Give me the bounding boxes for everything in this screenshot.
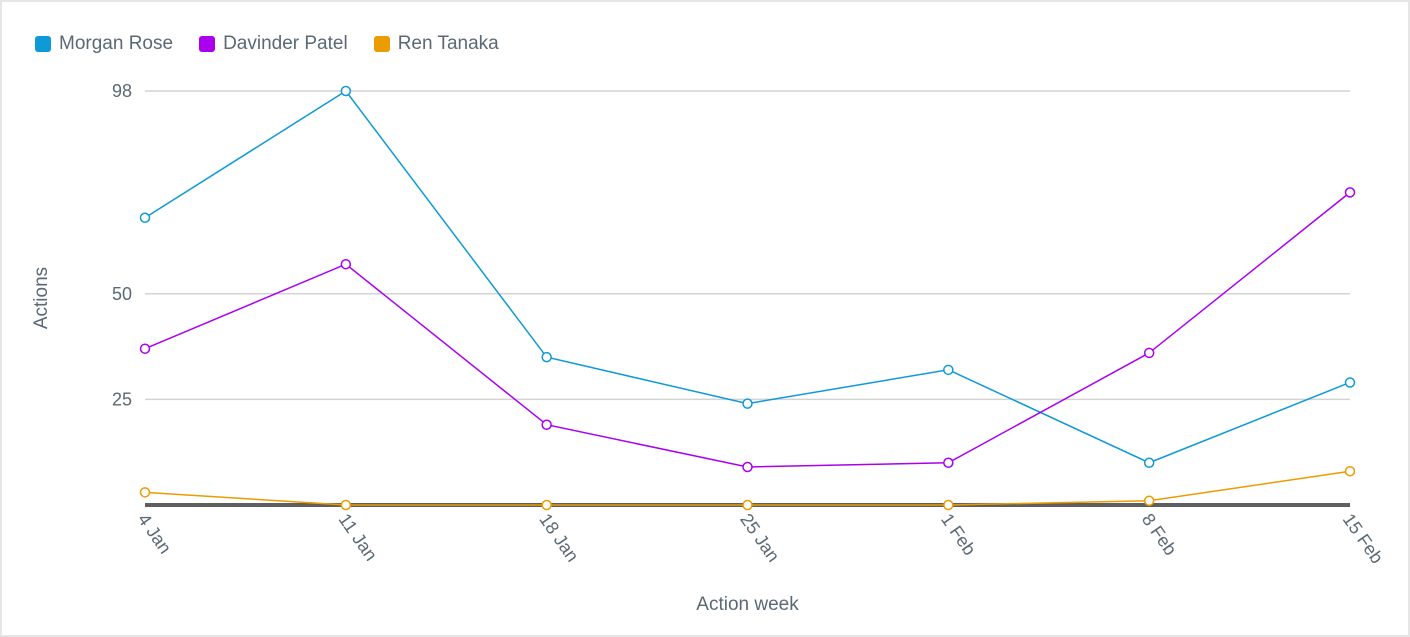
x-axis-title: Action week [696, 594, 799, 615]
data-point-morgan-rose-4-jan[interactable] [139, 212, 151, 223]
x-tick-label-11-jan: 11 Jan [335, 510, 382, 565]
x-tick-label-4-jan: 4 Jan [134, 510, 176, 558]
data-point-ren-tanaka-25-jan[interactable] [742, 499, 753, 511]
y-tick-label-50: 50 [112, 284, 132, 304]
x-tick-label-15-feb: 15 Feb [1339, 510, 1388, 567]
legend-label-davinder-patel: Davinder Patel [223, 33, 348, 54]
legend-label-morgan-rose: Morgan Rose [59, 33, 174, 54]
y-axis-ticks: 98 50 25 [112, 81, 132, 409]
x-tick-label-25-jan: 25 Jan [736, 510, 783, 566]
series-line-davinder-patel [144, 191, 1351, 468]
data-point-morgan-rose-11-jan[interactable] [340, 85, 352, 97]
legend-item-morgan-rose[interactable]: Morgan Rose [35, 33, 173, 55]
data-point-ren-tanaka-11-jan[interactable] [340, 499, 352, 511]
data-point-davinder-patel-8-feb[interactable] [1143, 347, 1155, 359]
data-point-morgan-rose-25-jan[interactable] [742, 398, 753, 409]
legend-swatch-davinder-patel [199, 36, 216, 52]
data-point-morgan-rose-15-feb[interactable] [1344, 377, 1356, 388]
data-point-morgan-rose-1-feb[interactable] [943, 364, 954, 376]
x-axis-ticks: 4 Jan 11 Jan 18 Jan 25 Jan 1 Feb 8 Feb 15 Feb [134, 510, 1388, 567]
data-point-morgan-rose-8-feb[interactable] [1143, 457, 1155, 469]
data-point-ren-tanaka-1-feb[interactable] [943, 499, 954, 511]
legend-item-davinder-patel[interactable]: Davinder Patel [199, 33, 348, 55]
grid-lines [145, 90, 1350, 401]
y-axis-title: Actions [31, 267, 52, 329]
y-tick-label-25: 25 [112, 389, 132, 409]
data-point-davinder-patel-25-jan[interactable] [742, 461, 753, 473]
data-point-davinder-patel-11-jan[interactable] [340, 258, 352, 270]
legend-item-ren-tanaka[interactable]: Ren Tanaka [373, 33, 499, 55]
series-davinder-patel [139, 187, 1356, 473]
legend-swatch-morgan-rose [35, 36, 51, 52]
legend: Morgan Rose Davinder Patel Ren Tanaka [35, 33, 525, 55]
series-lines [139, 85, 1356, 511]
x-tick-label-18-jan: 18 Jan [535, 510, 582, 566]
legend-label-ren-tanaka: Ren Tanaka [397, 33, 499, 54]
legend-swatch-ren-tanaka [373, 36, 390, 52]
data-point-ren-tanaka-8-feb[interactable] [1143, 495, 1155, 507]
data-point-davinder-patel-1-feb[interactable] [943, 457, 954, 469]
data-point-morgan-rose-18-jan[interactable] [541, 351, 552, 363]
data-point-ren-tanaka-4-jan[interactable] [139, 487, 151, 498]
data-point-ren-tanaka-18-jan[interactable] [541, 499, 552, 511]
x-tick-label-1-feb: 1 Feb [937, 510, 980, 559]
y-tick-label-98: 98 [112, 81, 132, 101]
series-ren-tanaka [139, 465, 1356, 511]
x-tick-label-8-feb: 8 Feb [1138, 510, 1181, 559]
data-point-davinder-patel-18-jan[interactable] [541, 419, 552, 430]
data-point-ren-tanaka-15-feb[interactable] [1344, 465, 1356, 477]
data-point-davinder-patel-4-jan[interactable] [139, 343, 151, 354]
data-point-davinder-patel-15-feb[interactable] [1344, 187, 1356, 198]
series-morgan-rose [139, 85, 1356, 469]
